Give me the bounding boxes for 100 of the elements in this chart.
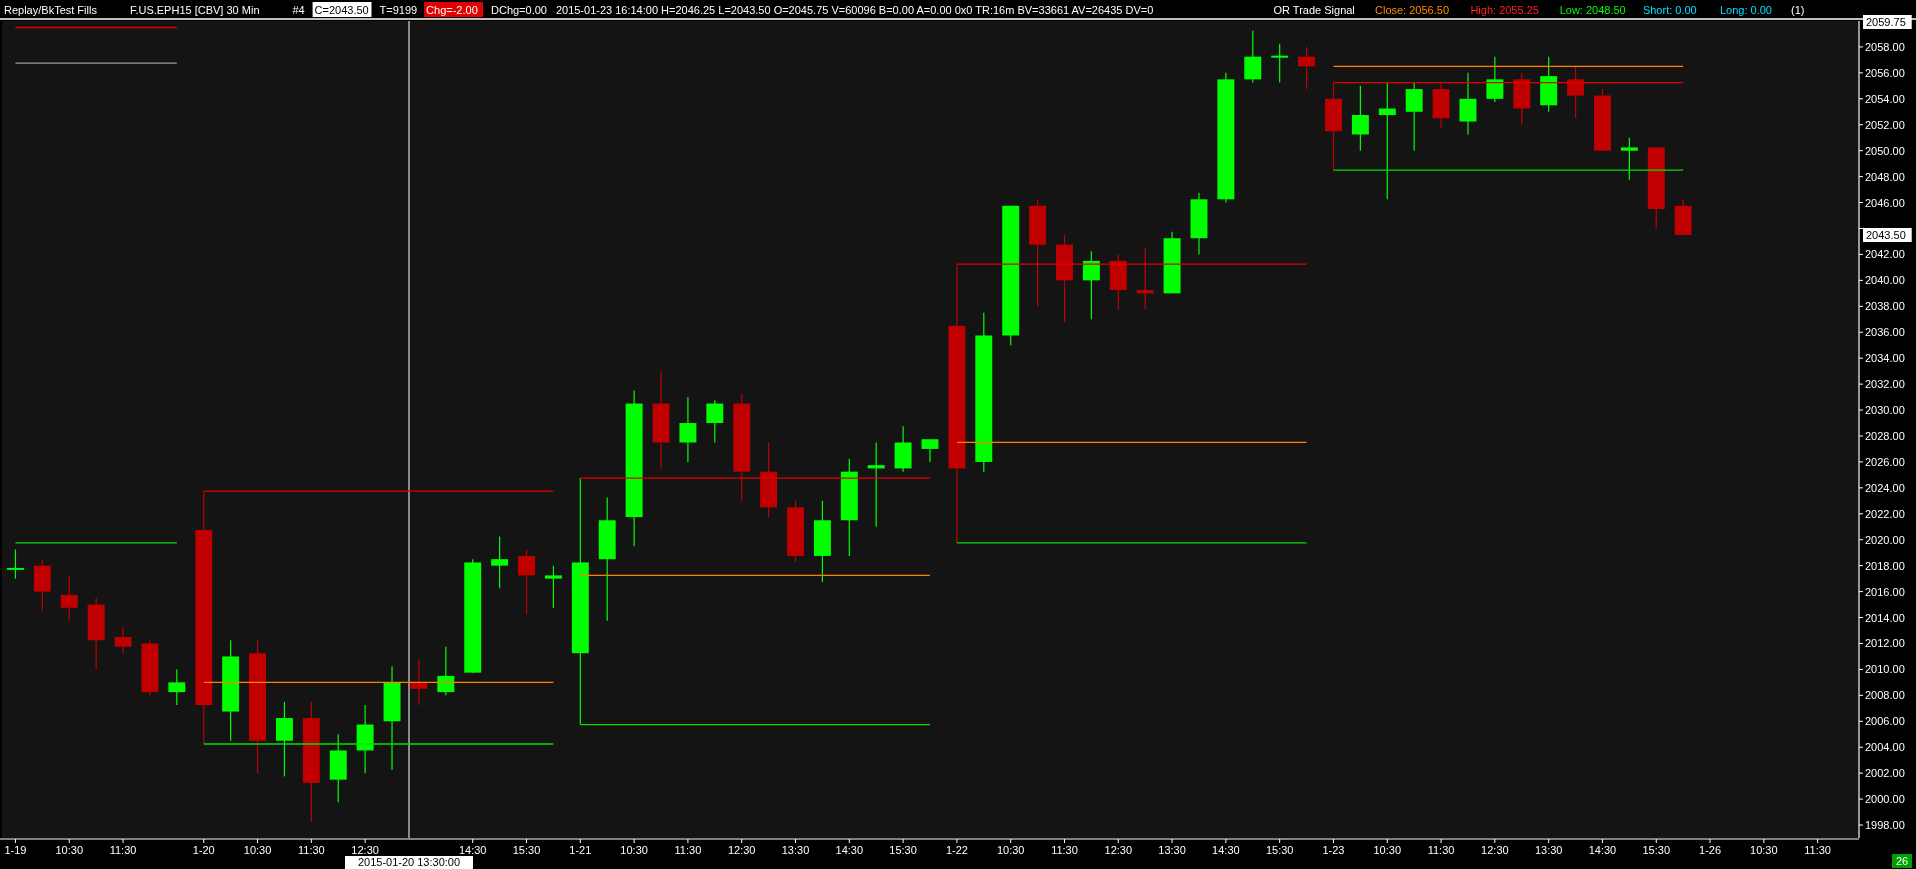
y-tick-label: 2046.00 [1865, 196, 1905, 209]
y-tick-label: 2014.00 [1865, 611, 1905, 624]
x-tick-label: 10:30 [996, 844, 1025, 856]
text: #4 [292, 3, 305, 16]
y-tick-label: 2054.00 [1865, 92, 1905, 105]
x-tick-label: 1-23 [1322, 844, 1345, 856]
text: Close: 2056.50 [1375, 3, 1449, 16]
text: OR Trade Signal [1273, 3, 1355, 16]
x-tick-label: 10:30 [1750, 844, 1778, 856]
x-tick-label: 10:30 [1373, 844, 1402, 856]
x-tick-label: 15:30 [1642, 844, 1671, 856]
y-tick-label: 2040.00 [1865, 274, 1905, 287]
candlestick [544, 565, 562, 609]
chart-subtitle: F.US.EPH15 [CBV] 30 Min [129, 3, 260, 16]
x-tick-label: 15:30 [1265, 844, 1294, 856]
y-tick-label: 2038.00 [1865, 300, 1905, 313]
candlestick [1486, 56, 1504, 103]
candlestick [1082, 250, 1100, 320]
chart-title: Replay/BkTest Fills [4, 3, 98, 16]
y-tick-label: 2024.00 [1865, 481, 1905, 494]
x-tick-label: 11:30 [1804, 844, 1832, 856]
y-tick-label: 2006.00 [1865, 715, 1905, 728]
candlestick [1351, 85, 1369, 152]
candlestick [275, 701, 293, 777]
y-tick-label: 2032.00 [1865, 378, 1905, 391]
y-tick-label: 2022.00 [1865, 507, 1905, 520]
y-tick-label: 2034.00 [1865, 352, 1905, 365]
x-tick-label: 10:30 [55, 844, 84, 856]
x-tick-label: 11:30 [109, 844, 137, 856]
x-tick-label: 14:30 [458, 844, 487, 856]
x-tick-label: 1-26 [1699, 844, 1722, 856]
text: Chg=-2.00 [426, 3, 478, 16]
text: 2043.50 [1866, 228, 1906, 241]
candlestick [1298, 46, 1316, 90]
x-tick-label: 10:30 [620, 844, 648, 856]
x-tick-label: 14:30 [1588, 844, 1617, 856]
candlestick [1271, 43, 1289, 84]
y-tick-label: 2048.00 [1865, 170, 1905, 183]
x-tick-label: 11:30 [674, 844, 702, 856]
candlestick [437, 646, 455, 696]
y-tick-label: 2016.00 [1865, 585, 1905, 598]
candlestick [1405, 82, 1423, 152]
text: Short: 0.00 [1642, 3, 1697, 16]
x-tick-label: 1-21 [569, 844, 592, 856]
x-tick-label: 13:30 [781, 844, 810, 856]
y-tick-label: 2030.00 [1865, 404, 1905, 417]
y-tick-label: 2026.00 [1865, 455, 1905, 468]
x-tick-label: 11:30 [1051, 844, 1078, 856]
text: Low: 2048.50 [1559, 3, 1626, 16]
text: 2015-01-23 16:14:00 H=2046.25 L=2043.50 O=2045.75 V=60096 B=0.00 A=0.00 0x0 TR:16m BV=33661 AV=26435 DV=0 [555, 3, 1154, 16]
x-tick-label: 13:30 [1158, 844, 1186, 856]
text: C=2043.50 [314, 3, 369, 16]
y-tick-label: 2008.00 [1865, 689, 1905, 702]
x-tick-label: 14:30 [1212, 844, 1240, 856]
candlestick [491, 535, 509, 589]
x-tick-label: 12:30 [1104, 844, 1133, 856]
y-tick-label: 2028.00 [1865, 429, 1905, 442]
y-tick-label: 2050.00 [1865, 144, 1905, 157]
text: 26 [1895, 855, 1909, 867]
candlestick [1136, 247, 1154, 311]
candlestick [706, 399, 724, 444]
candlestick [1620, 137, 1638, 181]
x-tick-label: 11:30 [1427, 844, 1455, 856]
candlestick [60, 574, 78, 622]
text: Long: 0.00 [1720, 3, 1772, 16]
x-tick-label: 15:30 [512, 844, 541, 856]
candlestick [1244, 30, 1262, 84]
y-tick-label: 2018.00 [1865, 559, 1905, 572]
text: 2015-01-20 13:30:00 [357, 856, 461, 868]
candlestick [867, 441, 885, 528]
text: High: 2055.25 [1470, 3, 1539, 16]
y-tick-label: 2036.00 [1865, 326, 1905, 339]
x-tick-label: 12:30 [351, 844, 379, 856]
y-tick-label: 2042.00 [1865, 248, 1905, 261]
y-tick-label: 2052.00 [1865, 118, 1905, 131]
candlestick [1378, 82, 1396, 200]
text: 2059.75 [1866, 16, 1906, 28]
candlestick [6, 548, 24, 580]
candlestick [1459, 72, 1477, 136]
x-tick-label: 12:30 [727, 844, 756, 856]
text: DChg=0.00 [491, 3, 547, 16]
x-tick-label: 11:30 [297, 844, 325, 856]
y-tick-label: 2010.00 [1865, 663, 1905, 676]
y-tick-label: 2012.00 [1865, 637, 1905, 650]
text: (1) [1791, 3, 1805, 16]
x-tick-label: 10:30 [243, 844, 272, 856]
x-tick-label: 1-20 [192, 844, 215, 856]
x-tick-label: 14:30 [835, 844, 864, 856]
x-tick-label: 13:30 [1534, 844, 1563, 856]
x-tick-label: 12:30 [1481, 844, 1509, 856]
y-tick-label: 2020.00 [1865, 533, 1905, 546]
x-tick-label: 1-19 [4, 844, 27, 856]
text: T=9199 [379, 3, 418, 16]
candlestick [410, 659, 428, 706]
y-tick-label: 2002.00 [1865, 767, 1905, 780]
candlestick [518, 548, 535, 615]
y-tick-label: 2056.00 [1865, 66, 1905, 79]
candlestick [114, 626, 132, 654]
candlestick [168, 668, 186, 706]
y-tick-label: 2058.00 [1865, 40, 1905, 53]
